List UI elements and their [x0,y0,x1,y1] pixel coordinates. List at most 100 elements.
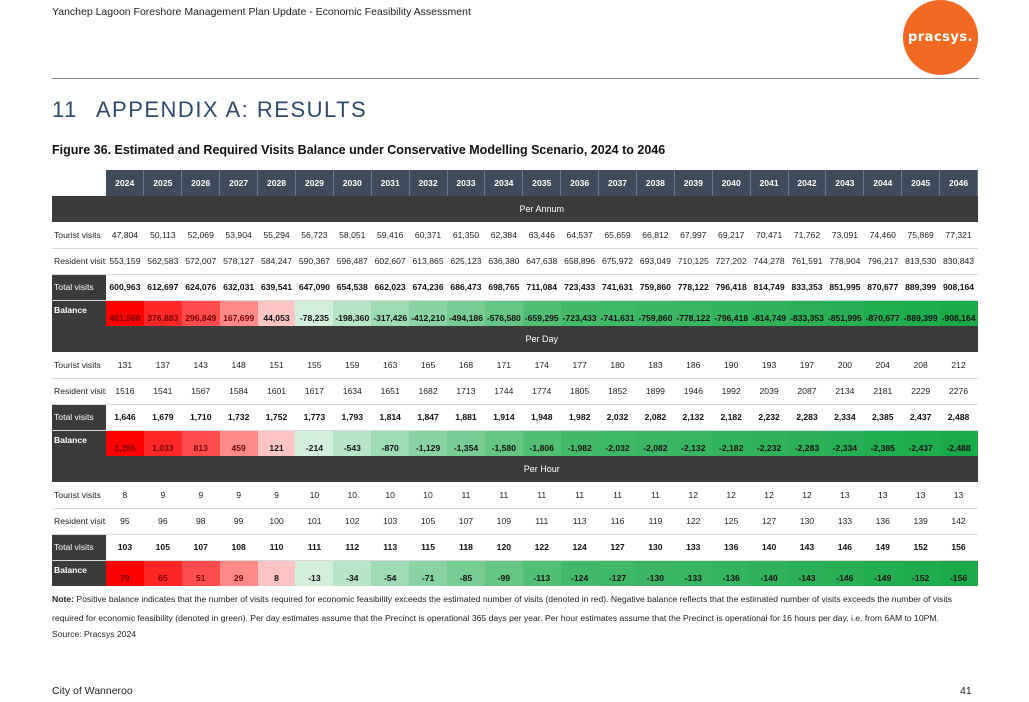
resident-cell: 553,159 [106,248,144,275]
balance-cell: -796,418 [712,300,751,326]
balance-cell: -143 [788,560,826,586]
balance-cell: -124 [560,560,599,586]
resident-cell: 142 [939,508,978,535]
balance-cell: -136 [712,560,751,586]
tourist-cell: 73,091 [825,222,864,249]
total-cell: 639,541 [257,274,296,301]
resident-cell: 1651 [371,378,410,405]
tourist-cell: 137 [143,352,182,379]
resident-cell: 103 [371,508,410,535]
tourist-cell: 13 [863,482,902,509]
resident-cell: 1634 [333,378,372,405]
balance-cell: -741,631 [598,300,637,326]
year-header-cell: 2033 [447,170,486,196]
resident-cell: 116 [598,508,637,535]
row-label: Resident visits [52,378,106,405]
total-cell: 2,437 [901,404,940,431]
total-cell: 778,122 [674,274,713,301]
tourist-cell: 64,537 [560,222,599,249]
resident-cell: 101 [295,508,334,535]
total-cell: 1,679 [143,404,182,431]
tourist-cell: 9 [257,482,296,509]
balance-cell: 8 [257,560,296,586]
resident-cell: 1617 [295,378,334,405]
resident-cell: 130 [788,508,826,535]
tourist-cell: 155 [295,352,334,379]
tourist-cell: 62,384 [484,222,523,249]
total-visits-row: Total visits 600,963 612,697 624,076 632,031… [52,274,978,301]
resident-cell: 1713 [447,378,485,405]
section-title: APPENDIX A: RESULTS [95,97,368,122]
total-cell: 2,488 [939,404,978,431]
tourist-cell: 65,659 [598,222,637,249]
tourist-cell: 50,113 [143,222,182,249]
resident-cell: 602,607 [371,248,410,275]
year-header-row: 2024 2025 2026 2027 2028 2029 2030 2031 2032 2033… [52,170,978,196]
total-cell: 120 [484,534,523,561]
resident-cell: 105 [409,508,448,535]
total-cell: 113 [371,534,410,561]
tourist-cell: 11 [447,482,485,509]
balance-cell: -576,580 [484,300,523,326]
tourist-cell: 190 [712,352,751,379]
total-cell: 723,433 [560,274,599,301]
total-cell: 612,697 [143,274,182,301]
balance-cell: -2,334 [825,430,864,456]
year-header-cell: 2037 [598,170,637,196]
balance-cell: -214 [295,430,334,456]
total-cell: 115 [409,534,448,561]
year-header-cell: 2035 [522,170,562,196]
year-header-cell: 2025 [143,170,183,196]
resident-cell: 1852 [598,378,637,405]
year-header-cell: 2026 [181,170,221,196]
resident-cell: 1516 [106,378,144,405]
resident-visits-row: Resident visits 95 96 98 99 100 101 102 103 105 10… [52,508,978,535]
tourist-cell: 55,294 [257,222,296,249]
row-label: Resident visits [52,248,106,275]
tourist-cell: 11 [598,482,637,509]
section-title-cell: Per Day [106,326,978,352]
total-cell: 654,538 [333,274,372,301]
balance-cell: -146 [825,560,864,586]
tourist-cell: 165 [409,352,448,379]
total-cell: 152 [901,534,940,561]
row-label: Total visits [52,274,106,301]
balance-cell: -759,860 [636,300,675,326]
balance-cell: -1,806 [522,430,561,456]
tourist-cell: 59,416 [371,222,410,249]
row-label: Balance [52,560,106,586]
balance-cell: -659,295 [522,300,561,326]
total-cell: 741,631 [598,274,637,301]
total-cell: 118 [447,534,485,561]
balance-cell: -198,360 [333,300,372,326]
tourist-cell: 66,812 [636,222,675,249]
resident-visits-row: Resident visits 553,159 562,583 572,007 578,… [52,248,978,275]
resident-cell: 830,843 [939,248,978,275]
tourist-cell: 10 [409,482,448,509]
resident-cell: 761,591 [788,248,826,275]
total-cell: 143 [788,534,826,561]
balance-cell: 29 [219,560,258,586]
tourist-cell: 151 [257,352,296,379]
total-cell: 2,182 [712,404,751,431]
resident-cell: 796,217 [863,248,902,275]
balance-row: Balance 461,568 376,883 296,849 167,699 44,05… [52,300,978,326]
tourist-cell: 197 [788,352,826,379]
resident-cell: 107 [447,508,485,535]
balance-cell: -2,385 [863,430,902,456]
tourist-cell: 47,804 [106,222,144,249]
resident-cell: 139 [901,508,940,535]
total-cell: 686,473 [447,274,485,301]
section-title-cell: Per Annum [106,196,978,222]
balance-cell: -133 [674,560,713,586]
balance-cell: -723,433 [560,300,599,326]
tourist-cell: 60,371 [409,222,448,249]
row-label: Tourist visits [52,352,106,379]
year-header-cell: 2024 [106,170,145,196]
year-header-cell: 2044 [863,170,903,196]
balance-cell: -2,283 [788,430,826,456]
balance-cell: -34 [333,560,372,586]
row-label: Balance [52,430,106,456]
total-cell: 759,860 [636,274,675,301]
total-cell: 146 [825,534,864,561]
